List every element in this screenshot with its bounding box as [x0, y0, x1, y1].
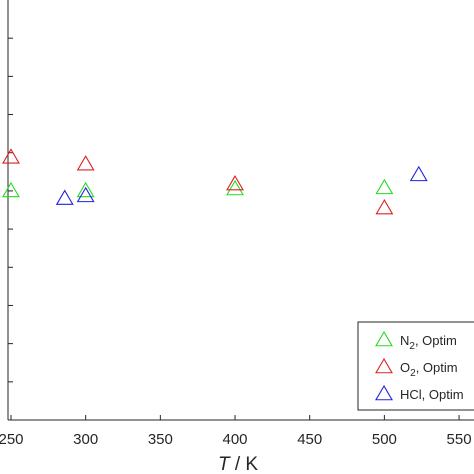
y-axis-ticks	[8, 37, 13, 383]
legend-entry-base: O	[400, 360, 410, 375]
data-point-series-2	[55, 189, 74, 205]
x-tick-label: 400	[223, 431, 248, 448]
legend-entry-subscript: 2	[410, 368, 416, 379]
legend-box	[357, 321, 474, 411]
x-tick-label: 550	[447, 431, 472, 448]
legend-entry-label: HCl, Optim	[400, 387, 464, 402]
legend-entry-label: N2, Optim	[400, 333, 457, 352]
data-point-series-0	[226, 179, 244, 196]
legend-entry-base: HCl	[400, 387, 422, 402]
data-point-series-1	[226, 174, 244, 191]
data-point-series-0	[2, 181, 20, 198]
data-point-series-0	[375, 178, 394, 195]
legend-entry-subscript: 2	[409, 341, 415, 352]
x-tick-label: 350	[148, 431, 173, 448]
x-axis-label-symbol: T	[218, 454, 231, 474]
x-axis-label: T / K	[218, 454, 258, 474]
data-point-series-2	[76, 186, 95, 203]
data-markers	[2, 148, 428, 215]
legend-entry-base: N	[400, 333, 409, 348]
legend-entry-rest: , Optim	[416, 360, 458, 375]
legend-entry-rest: , Optim	[415, 333, 457, 348]
legend-entry-label: O2, Optim	[400, 360, 458, 379]
x-tick-label: 500	[372, 431, 397, 448]
legend-marker	[375, 330, 393, 347]
plot-area: 250 300 350 400 450 500 550	[0, 0, 474, 448]
data-point-series-0	[76, 181, 95, 198]
x-axis-label-unit: / K	[230, 454, 259, 474]
legend-entry-rest: , Optim	[422, 387, 464, 402]
data-point-series-1	[2, 148, 20, 164]
x-tick-label: 250	[0, 431, 24, 448]
legend-marker	[375, 384, 393, 401]
x-tick-label: 300	[73, 431, 98, 448]
data-point-series-1	[375, 198, 394, 215]
x-tick-label: 450	[297, 431, 322, 448]
data-point-series-1	[76, 155, 95, 171]
x-axis-ticks: 250 300 350 400 450 500 550	[0, 415, 472, 448]
legend-marker	[375, 357, 393, 374]
data-point-series-2	[409, 165, 428, 182]
